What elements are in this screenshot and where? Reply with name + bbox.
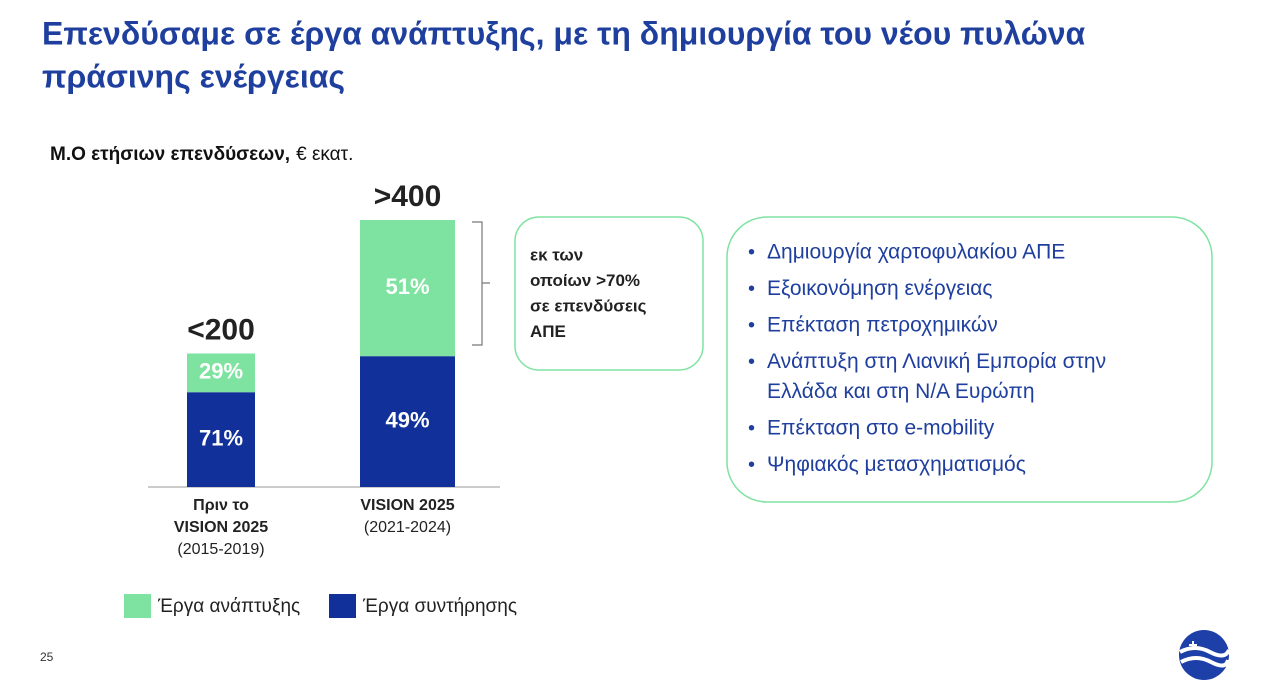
bullet-dot: •	[748, 278, 755, 300]
title: Επενδύσαμε σε έργα ανάπτυξης, με τη δημι…	[42, 15, 1086, 51]
callout-text: ΑΠΕ	[530, 322, 566, 341]
total-label: <200	[187, 313, 255, 346]
legend-swatch	[329, 594, 356, 618]
bracket	[472, 221, 490, 346]
bullet-dot: •	[748, 417, 755, 439]
callout-box	[514, 216, 704, 371]
bullet-text: Εξοικονόμηση ενέργειας	[767, 277, 993, 300]
bullet-box	[726, 216, 1213, 503]
title: πράσινης ενέργειας	[42, 58, 345, 94]
bullet-dot: •	[748, 314, 755, 336]
bar-segment	[187, 392, 255, 487]
value-label: 71%	[199, 425, 243, 450]
bullet-text: Επέκταση πετροχημικών	[767, 314, 998, 337]
total-label: >400	[374, 180, 442, 213]
bar-segment	[360, 220, 455, 357]
bullet-text: Επέκταση στο e-mobility	[767, 417, 995, 440]
period-label: (2015-2019)	[177, 541, 264, 558]
page-number: 25	[40, 650, 54, 664]
callout-text: οποίων >70%	[530, 271, 640, 290]
value-label: 51%	[385, 274, 429, 299]
bullet-dot: •	[748, 454, 755, 476]
unit: € εκατ.	[296, 144, 353, 165]
subtitle-bold: Μ.Ο ετήσιων επενδύσεων,	[50, 144, 290, 165]
value-label: 49%	[385, 407, 429, 432]
period-label: (2021-2024)	[364, 519, 451, 536]
callout-text: σε επενδύσεις	[530, 296, 647, 315]
legend-swatch	[124, 594, 151, 618]
legend-label: Έργα συντήρησης	[362, 596, 517, 617]
bullet-text: Ελλάδα και στη Ν/Α Ευρώπη	[767, 380, 1035, 403]
bar-segment	[187, 353, 255, 393]
bullet-text: Δημιουργία χαρτοφυλακίου ΑΠΕ	[767, 241, 1065, 264]
value-label: 29%	[199, 359, 243, 384]
category-label: VISION 2025	[174, 519, 268, 536]
legend-label: Έργα ανάπτυξης	[157, 596, 300, 617]
bullet-text: Ανάπτυξη στη Λιανική Εμπορία στην	[767, 350, 1106, 373]
subtitle: Μ.Ο ετήσιων επενδύσεων, € εκατ.	[50, 144, 353, 165]
bullet-dot: •	[748, 351, 755, 373]
category-label: VISION 2025	[360, 497, 454, 514]
logo	[1179, 630, 1231, 680]
bar-segment	[360, 356, 455, 487]
bullet-text: Ψηφιακός μετασχηματισμός	[767, 453, 1026, 476]
bullet-dot: •	[748, 241, 755, 263]
callout-text: εκ των	[530, 245, 583, 264]
category-label: Πριν το	[193, 497, 249, 514]
